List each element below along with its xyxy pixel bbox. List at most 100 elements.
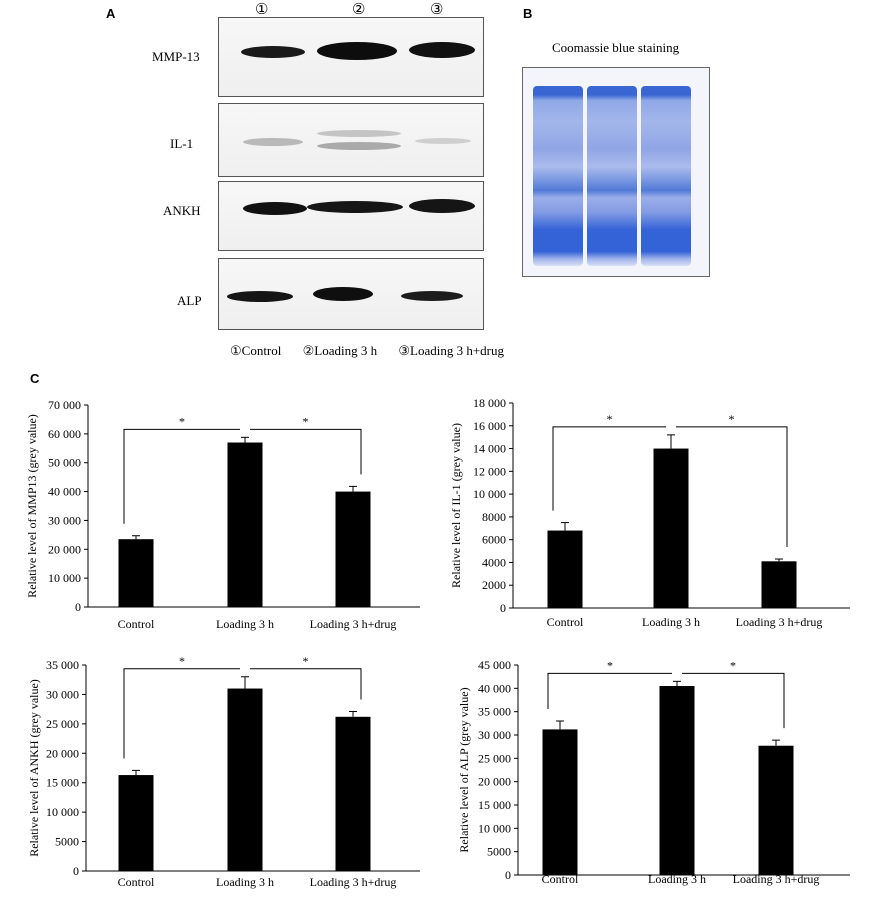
y-tick-label: 0 bbox=[75, 600, 81, 614]
y-tick-label: 0 bbox=[73, 864, 79, 878]
significance-bracket bbox=[250, 668, 362, 700]
bar bbox=[227, 442, 263, 607]
bar bbox=[758, 745, 794, 875]
bar bbox=[653, 448, 689, 608]
significance-bracket bbox=[676, 426, 788, 548]
y-tick-label: 40 000 bbox=[478, 681, 511, 695]
y-tick-label: 70 000 bbox=[48, 398, 81, 412]
bar bbox=[118, 775, 154, 871]
blot-label-alp: ALP bbox=[177, 293, 202, 308]
y-tick-label: 20 000 bbox=[46, 746, 79, 760]
bar bbox=[335, 716, 371, 871]
blot-il1 bbox=[218, 103, 484, 177]
y-tick-label: 16 000 bbox=[473, 419, 506, 433]
blot-band bbox=[409, 42, 475, 58]
lane-number-2: ② bbox=[352, 2, 366, 18]
y-tick-label: 8000 bbox=[482, 510, 506, 524]
significance-star: * bbox=[729, 412, 735, 426]
y-tick-label: 4000 bbox=[482, 555, 506, 569]
blot-band bbox=[241, 46, 305, 58]
significance-star: * bbox=[303, 654, 309, 668]
significance-star: * bbox=[179, 654, 185, 668]
bar bbox=[659, 686, 695, 875]
x-tick-label: Loading 3 h+drug bbox=[733, 872, 820, 886]
blot-label-il1: IL-1 bbox=[170, 136, 194, 151]
significance-bracket bbox=[547, 672, 672, 709]
bar bbox=[761, 561, 797, 608]
blot-band bbox=[317, 142, 401, 150]
chart-mmp13: 0 10 000 20 000 30 000 40 000 50 000 60 000 70 … bbox=[25, 398, 420, 631]
y-tick-label: 50 000 bbox=[48, 456, 81, 470]
blot-band bbox=[401, 291, 463, 301]
y-tick-label: 5000 bbox=[487, 845, 511, 859]
blot-mmp13 bbox=[218, 17, 484, 97]
x-tick-label: Control bbox=[118, 875, 155, 889]
bar bbox=[227, 688, 263, 871]
blot-band bbox=[227, 291, 293, 302]
y-tick-label: 15 000 bbox=[478, 798, 511, 812]
lane-number-1: ① bbox=[255, 2, 269, 18]
significance-star: * bbox=[607, 412, 613, 426]
chart-alp: 0 5000 10 000 15 000 20 000 25 000 30 000 35 00… bbox=[457, 658, 850, 886]
significance-bracket bbox=[250, 428, 362, 475]
blot-band bbox=[313, 287, 373, 301]
x-tick-label: Loading 3 h+drug bbox=[736, 615, 823, 629]
bar bbox=[542, 729, 578, 875]
panel-a-label: A bbox=[106, 6, 116, 21]
y-tick-label: 60 000 bbox=[48, 427, 81, 441]
significance-star: * bbox=[303, 414, 309, 428]
y-tick-label: 20 000 bbox=[48, 542, 81, 556]
blot-band bbox=[317, 42, 397, 60]
y-tick-label: 5000 bbox=[55, 835, 79, 849]
gel-lane-2 bbox=[587, 86, 637, 266]
legend-loading-drug: ③Loading 3 h+drug bbox=[398, 343, 505, 358]
significance-bracket bbox=[123, 668, 240, 759]
legend-control: ①Control bbox=[230, 343, 282, 358]
y-tick-label: 10 000 bbox=[46, 805, 79, 819]
x-tick-label: Control bbox=[547, 615, 584, 629]
x-tick-label: Control bbox=[118, 617, 155, 631]
y-axis-label: Relative level of MMP13 (grey value) bbox=[25, 414, 39, 598]
blot-label-mmp13: MMP-13 bbox=[152, 49, 200, 64]
bar bbox=[547, 530, 583, 608]
significance-star: * bbox=[607, 658, 613, 672]
y-tick-label: 30 000 bbox=[478, 728, 511, 742]
y-tick-label: 2000 bbox=[482, 578, 506, 592]
significance-bracket bbox=[682, 672, 785, 729]
y-tick-label: 10 000 bbox=[473, 487, 506, 501]
significance-star: * bbox=[179, 414, 185, 428]
blot-band bbox=[415, 138, 471, 144]
y-tick-label: 0 bbox=[500, 601, 506, 615]
y-tick-label: 15 000 bbox=[46, 776, 79, 790]
y-tick-label: 18 000 bbox=[473, 396, 506, 410]
gel-lane-1 bbox=[533, 86, 583, 266]
blot-band bbox=[243, 202, 307, 215]
x-tick-label: Loading 3 h bbox=[216, 875, 274, 889]
coomassie-gel-image bbox=[522, 67, 710, 277]
x-tick-label: Control bbox=[542, 872, 579, 886]
y-axis-label: Relative level of ANKH (grey value) bbox=[27, 679, 41, 857]
significance-bracket bbox=[123, 428, 240, 524]
gel-title: Coomassie blue staining bbox=[552, 40, 680, 55]
y-tick-label: 6000 bbox=[482, 533, 506, 547]
blot-band bbox=[317, 130, 401, 137]
blot-band bbox=[409, 199, 475, 213]
panel-c-label: C bbox=[30, 371, 40, 386]
panel-b-label: B bbox=[523, 6, 533, 21]
blot-band bbox=[307, 201, 403, 213]
x-tick-label: Loading 3 h bbox=[648, 872, 706, 886]
y-tick-label: 25 000 bbox=[46, 717, 79, 731]
bar bbox=[118, 539, 154, 607]
blot-label-ankh: ANKH bbox=[163, 203, 201, 218]
y-tick-label: 14 000 bbox=[473, 442, 506, 456]
y-tick-label: 20 000 bbox=[478, 775, 511, 789]
chart-il1: 0 2000 4000 6000 8000 10 000 12 000 14 000 16 00… bbox=[449, 396, 850, 629]
y-tick-label: 35 000 bbox=[46, 658, 79, 672]
y-tick-label: 25 000 bbox=[478, 751, 511, 765]
y-tick-label: 0 bbox=[505, 868, 511, 882]
y-tick-label: 45 000 bbox=[478, 658, 511, 672]
legend-loading: ②Loading 3 h bbox=[302, 343, 378, 358]
x-tick-label: Loading 3 h bbox=[642, 615, 700, 629]
lane-number-3: ③ bbox=[430, 2, 444, 18]
y-tick-label: 40 000 bbox=[48, 485, 81, 499]
